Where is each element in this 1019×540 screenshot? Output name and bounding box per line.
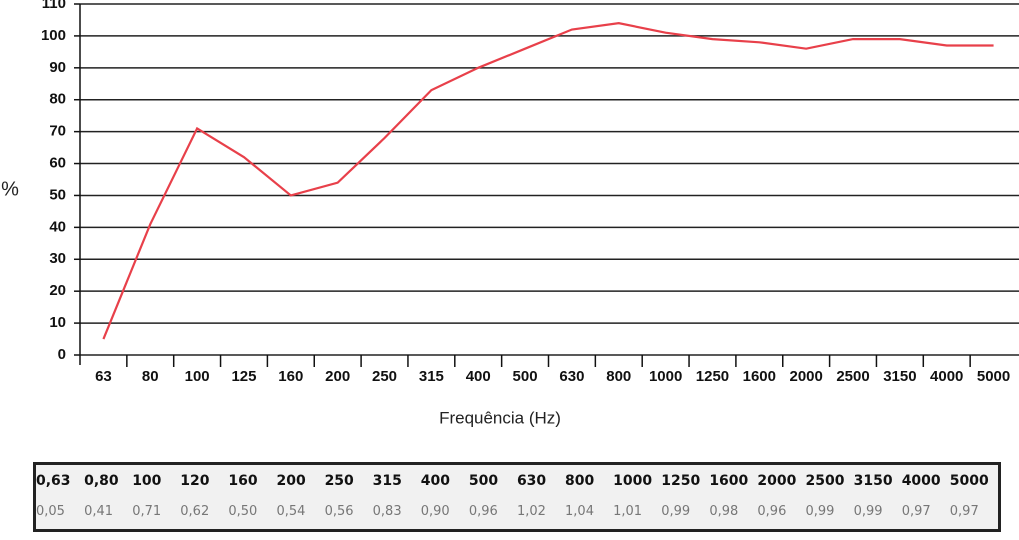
cell: 0,83: [372, 504, 402, 519]
x-tick-label: 630: [559, 368, 584, 385]
table: 0,63 0,80 100 120 160 200 250 315 400 500 630 800 10…: [36, 465, 998, 527]
x-tick-label: 100: [185, 368, 210, 385]
y-tick-label: 70: [49, 123, 66, 140]
header-cell: 100: [132, 472, 162, 489]
cell: 0,05: [36, 504, 65, 519]
cell: 0,99: [805, 504, 835, 519]
header-cell: 250: [324, 472, 354, 489]
header-cell: 1250: [661, 472, 701, 489]
cell: 0,50: [228, 504, 258, 519]
header-cell: 200: [276, 472, 306, 489]
x-tick-label: 3150: [883, 368, 916, 385]
cell: 0,96: [468, 504, 498, 519]
header-cell: 4000: [901, 472, 941, 489]
y-tick-label: 100: [41, 27, 66, 44]
x-tick-label: 250: [372, 368, 397, 385]
header-cell: 0,63: [36, 472, 71, 489]
cell: 0,54: [276, 504, 306, 519]
header-cell: 1000: [613, 472, 653, 489]
x-tick-label: 1250: [696, 368, 729, 385]
y-tick-label: 30: [49, 250, 66, 267]
y-tick-label: 50: [49, 186, 66, 203]
cell: 1,01: [613, 504, 643, 519]
x-tick-label: 2500: [836, 368, 869, 385]
y-tick-label: 80: [49, 91, 66, 108]
header-cell: 5000: [949, 472, 989, 489]
cell: 0,99: [853, 504, 883, 519]
x-tick-label: 1000: [649, 368, 682, 385]
header-cell: 0,80: [84, 472, 119, 489]
y-tick-label: 10: [49, 314, 66, 331]
cell: 0,71: [132, 504, 162, 519]
x-tick-label: 315: [419, 368, 444, 385]
header-cell: 3150: [853, 472, 893, 489]
y-tick-label: 20: [49, 282, 66, 299]
data-line: [102, 22, 994, 340]
y-tick-label: 40: [49, 218, 66, 235]
x-tick-label: 200: [325, 368, 350, 385]
header-cell: 630: [516, 472, 547, 489]
header-cell: 2500: [805, 472, 845, 489]
cell: 0,90: [420, 504, 450, 519]
header-cell: 1600: [709, 472, 749, 489]
x-tick-label: 5000: [977, 368, 1010, 385]
data-table: 0,63 0,80 100 120 160 200 250 315 400 500 630 800 10…: [33, 462, 1001, 532]
cell: 0,97: [901, 504, 931, 519]
cell: 0,56: [324, 504, 354, 519]
x-tick-label: 500: [513, 368, 538, 385]
header-cell: 2000: [757, 472, 797, 489]
cell: 1,02: [516, 504, 546, 519]
cell: 0,98: [709, 504, 739, 519]
cell: 0,41: [84, 504, 114, 519]
y-tick-label: 0: [58, 346, 66, 363]
x-tick-label: 800: [606, 368, 631, 385]
cell: 0,97: [949, 504, 979, 519]
header-cell: 120: [180, 472, 210, 489]
cell: 0,99: [661, 504, 691, 519]
y-axis-label: %: [1, 178, 19, 200]
y-tick-label: 110: [42, 0, 66, 12]
y-tick-label: 60: [49, 155, 66, 172]
x-tick-label: 400: [466, 368, 491, 385]
x-tick-label: 1600: [743, 368, 776, 385]
x-axis-label: Frequência (Hz): [439, 408, 561, 427]
x-tick-label: 160: [278, 368, 303, 385]
y-tick-label: 90: [49, 59, 66, 76]
header-cell: 160: [228, 472, 258, 489]
header-cell: 800: [565, 472, 595, 489]
chart: % Frequência (Hz) 0 10 20 30 40 50 60 70 80 90 100…: [1, 0, 1019, 427]
x-tick-label: 4000: [930, 368, 963, 385]
cell: 1,04: [565, 504, 594, 519]
cell: 0,62: [180, 504, 210, 519]
x-tick-label: 2000: [789, 368, 822, 385]
header-cell: 315: [372, 472, 402, 489]
x-tick-label: 80: [142, 368, 159, 385]
x-tick-label: 125: [231, 368, 256, 385]
header-cell: 400: [420, 472, 450, 489]
table-row: 0,05 0,41 0,71 0,62 0,50 0,54 0,56 0,83 0,90 0,96…: [36, 496, 998, 527]
x-tick-label: 63: [95, 368, 112, 385]
table-header-row: 0,63 0,80 100 120 160 200 250 315 400 500 630 800 10…: [36, 465, 998, 496]
cell: 0,96: [757, 504, 787, 519]
header-cell: 500: [468, 472, 499, 489]
